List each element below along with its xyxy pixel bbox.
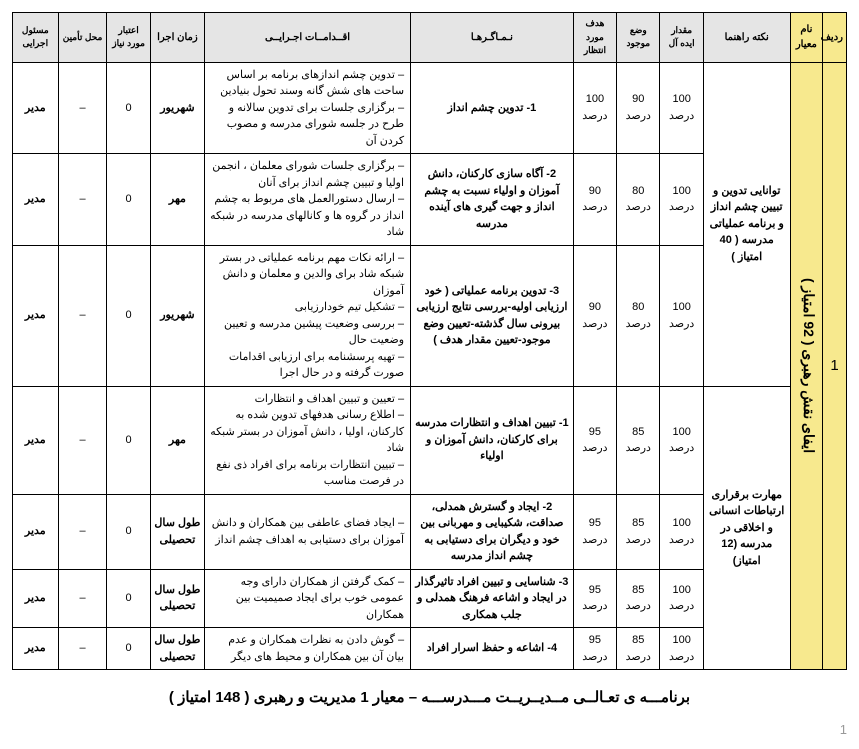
th-mahal: محل تأمین: [58, 13, 107, 63]
th-nama: نـمـاگـرهـا: [411, 13, 574, 63]
nama-cell: 4- اشاعه و حفظ اسرار افراد: [411, 628, 574, 670]
th-etebar: اعتبار مورد نیاز: [107, 13, 150, 63]
eqdam-cell: – برگزاری جلسات شورای معلمان ، انجمن اول…: [205, 154, 411, 246]
th-eqdam: اقــدامــات اجـرایــی: [205, 13, 411, 63]
table-row: 1ایفای نقش رهبری ( 92 امتیاز )توانایی تد…: [13, 62, 847, 154]
mahal-cell: –: [58, 386, 107, 494]
eqdam-cell: – تعیین و تبیین اهداف و انتظارات – اطلاع…: [205, 386, 411, 494]
th-mojood: وضع موجود: [617, 13, 660, 63]
th-ideal: مقدار ایده آل: [660, 13, 703, 63]
nama-cell: 2- آگاه سازی کارکنان، دانش آموزان و اولی…: [411, 154, 574, 246]
ideal-cell: 100 درصد: [660, 245, 703, 386]
th-mehvar: نام معیار: [790, 13, 823, 63]
hadaf-cell: 100 درصد: [573, 62, 616, 154]
masool-cell: مدیر: [13, 569, 59, 628]
page-number: 1: [12, 722, 847, 737]
mahal-cell: –: [58, 154, 107, 246]
zaman-cell: طول سال تحصیلی: [150, 569, 204, 628]
mahal-cell: –: [58, 62, 107, 154]
mahal-cell: –: [58, 245, 107, 386]
ideal-cell: 100 درصد: [660, 628, 703, 670]
table-row: مهارت برقراری ارتباطات انسانی و اخلاقی د…: [13, 386, 847, 494]
mojood-cell: 85 درصد: [617, 494, 660, 569]
etebar-cell: 0: [107, 494, 150, 569]
ideal-cell: 100 درصد: [660, 154, 703, 246]
masool-cell: مدیر: [13, 386, 59, 494]
rahnama-cell-1: توانایی تدوین و تبیین چشم انداز و برنامه…: [703, 62, 790, 386]
nama-cell: 1- تبیین اهداف و انتظارات مدرسه برای کار…: [411, 386, 574, 494]
etebar-cell: 0: [107, 569, 150, 628]
eqdam-cell: – کمک گرفتن از همکاران دارای وجه عمومی خ…: [205, 569, 411, 628]
th-hadaf: هدف مورد انتظار: [573, 13, 616, 63]
mahal-cell: –: [58, 569, 107, 628]
hadaf-cell: 95 درصد: [573, 386, 616, 494]
ideal-cell: 100 درصد: [660, 386, 703, 494]
zaman-cell: شهریور: [150, 62, 204, 154]
zaman-cell: شهریور: [150, 245, 204, 386]
etebar-cell: 0: [107, 154, 150, 246]
etebar-cell: 0: [107, 245, 150, 386]
zaman-cell: طول سال تحصیلی: [150, 628, 204, 670]
mojood-cell: 85 درصد: [617, 628, 660, 670]
mojood-cell: 80 درصد: [617, 245, 660, 386]
nama-cell: 3- تدوین برنامه عملیاتی ( خود ارزیابی او…: [411, 245, 574, 386]
ideal-cell: 100 درصد: [660, 494, 703, 569]
mojood-cell: 85 درصد: [617, 569, 660, 628]
hadaf-cell: 90 درصد: [573, 154, 616, 246]
mojood-cell: 80 درصد: [617, 154, 660, 246]
etebar-cell: 0: [107, 628, 150, 670]
nama-cell: 2- ایجاد و گسترش همدلی، صداقت، شکیبایی و…: [411, 494, 574, 569]
hadaf-cell: 95 درصد: [573, 628, 616, 670]
eqdam-cell: – تدوین چشم اندازهای برنامه بر اساس ساحت…: [205, 62, 411, 154]
zaman-cell: مهر: [150, 154, 204, 246]
th-zaman: زمان اجرا: [150, 13, 204, 63]
masool-cell: مدیر: [13, 154, 59, 246]
masool-cell: مدیر: [13, 245, 59, 386]
mahal-cell: –: [58, 628, 107, 670]
ideal-cell: 100 درصد: [660, 62, 703, 154]
th-rahnama: نکته راهنما: [703, 13, 790, 63]
ideal-cell: 100 درصد: [660, 569, 703, 628]
eqdam-cell: – گوش دادن به نظرات همکاران و عدم بیان آ…: [205, 628, 411, 670]
mahal-cell: –: [58, 494, 107, 569]
mojood-cell: 90 درصد: [617, 62, 660, 154]
th-radif: ردیف: [823, 13, 847, 63]
masool-cell: مدیر: [13, 62, 59, 154]
radif-cell: 1: [823, 62, 847, 670]
mehvar-cell: ایفای نقش رهبری ( 92 امتیاز ): [790, 62, 823, 670]
plan-table: ردیف نام معیار نکته راهنما مقدار ایده آل…: [12, 12, 847, 670]
header-row: ردیف نام معیار نکته راهنما مقدار ایده آل…: [13, 13, 847, 63]
footer-title: برنامـــه ی تعـالــی مــدیــریــت مـــدر…: [12, 688, 847, 706]
hadaf-cell: 95 درصد: [573, 494, 616, 569]
eqdam-cell: – ارائه نکات مهم برنامه عملیاتی در بستر …: [205, 245, 411, 386]
eqdam-cell: – ایجاد فضای عاطفی بین همکاران و دانش آم…: [205, 494, 411, 569]
zaman-cell: طول سال تحصیلی: [150, 494, 204, 569]
page-wrap: ردیف نام معیار نکته راهنما مقدار ایده آل…: [12, 12, 847, 737]
nama-cell: 3- شناسایی و تبیین افراد تاثیرگذار در ای…: [411, 569, 574, 628]
hadaf-cell: 95 درصد: [573, 569, 616, 628]
zaman-cell: مهر: [150, 386, 204, 494]
masool-cell: مدیر: [13, 494, 59, 569]
nama-cell: 1- تدوین چشم انداز: [411, 62, 574, 154]
hadaf-cell: 90 درصد: [573, 245, 616, 386]
rahnama-cell-2: مهارت برقراری ارتباطات انسانی و اخلاقی د…: [703, 386, 790, 670]
mojood-cell: 85 درصد: [617, 386, 660, 494]
etebar-cell: 0: [107, 62, 150, 154]
masool-cell: مدیر: [13, 628, 59, 670]
etebar-cell: 0: [107, 386, 150, 494]
th-masool: مسئول اجرایی: [13, 13, 59, 63]
